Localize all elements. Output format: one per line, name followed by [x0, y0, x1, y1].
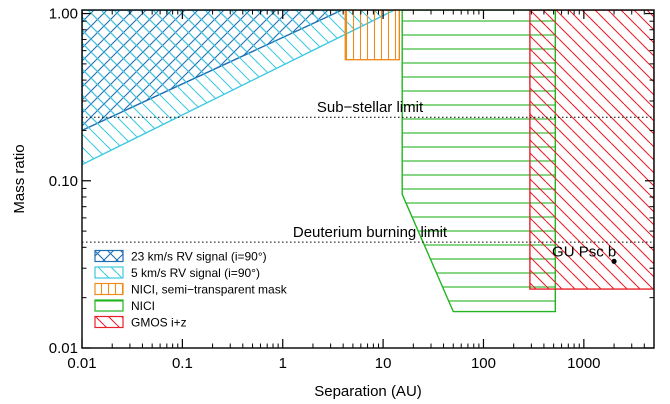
legend: 23 km/s RV signal (i=90°) 5 km/s RV signa… [94, 249, 288, 330]
x-axis-title: Separation (AU) [314, 383, 422, 400]
x-tick-label: 1 [279, 355, 287, 372]
point-gu-psc-b [611, 258, 617, 264]
x-tick-label: 1000 [567, 355, 600, 372]
region-5-km-s-rv-signal-i-90 [82, 10, 395, 166]
legend-label-23-km-s-rv-signal-i-90: 23 km/s RV signal (i=90°) [131, 250, 267, 264]
axis-ticks: 0.01 0.1 1 10 100 1000 0.01 0.10 1.00 [49, 6, 654, 372]
y-tick-label: 1.00 [49, 6, 78, 23]
legend-swatch-nici-semi-transparent-mask [94, 282, 124, 296]
data-points: GU Psc b [552, 243, 617, 264]
x-tick-label: 0.01 [67, 355, 96, 372]
limit-lines: Sub−stellar limit Deuterium burning limit [82, 99, 654, 243]
y-tick-label: 0.10 [49, 173, 78, 190]
legend-swatch-gmos-i-z [94, 315, 124, 329]
limit-label-sub-stellar-limit: Sub−stellar limit [317, 99, 424, 116]
x-tick-label: 10 [375, 355, 392, 372]
legend-label-nici: NICI [131, 299, 155, 313]
region-nici [401, 10, 556, 313]
region-gmos-i-z [529, 10, 654, 290]
x-tick-label: 0.1 [172, 355, 193, 372]
legend-label-gmos-i-z: GMOS i+z [131, 316, 187, 330]
x-tick-label: 100 [471, 355, 496, 372]
legend-label-nici-semi-transparent-mask: NICI, semi−transparent mask [131, 283, 288, 297]
point-label-gu-psc-b: GU Psc b [552, 243, 616, 260]
y-tick-label: 0.01 [49, 340, 78, 357]
detection-regions [82, 10, 654, 313]
legend-swatch-nici [94, 299, 124, 312]
legend-swatch-23-km-s-rv-signal-i-90 [94, 249, 124, 263]
legend-label-5-km-s-rv-signal-i-90: 5 km/s RV signal (i=90°) [131, 266, 260, 280]
y-axis-title: Mass ratio [11, 144, 28, 213]
legend-swatch-5-km-s-rv-signal-i-90 [94, 266, 124, 279]
limit-label-deuterium-burning-limit: Deuterium burning limit [293, 224, 448, 241]
region-nici-semi-transparent-mask [344, 10, 400, 61]
